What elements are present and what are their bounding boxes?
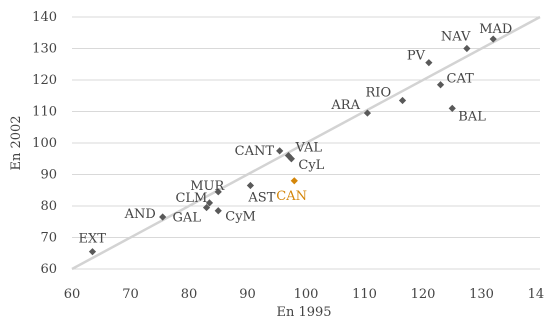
y-tick-label: 100 — [32, 136, 57, 151]
x-tick-label: 90 — [239, 287, 256, 302]
x-tick-label: 60 — [64, 287, 81, 302]
data-point-rio — [398, 96, 407, 105]
x-axis-title: En 1995 — [276, 305, 331, 320]
data-point-can — [290, 177, 298, 185]
tick-labels: 60 70 80 90 100 110 120 130 140 60 70 80 90 100 110 120… — [32, 10, 545, 302]
data-point-clm — [205, 199, 214, 207]
y-tick-label: 110 — [32, 105, 57, 120]
y-tick-label: 80 — [40, 199, 57, 214]
data-point-ext — [88, 248, 97, 256]
point-label-clm: CLM — [175, 191, 207, 206]
x-tick-label: 70 — [122, 287, 139, 302]
y-axis-title: En 2002 — [9, 115, 24, 170]
point-label-bal: BAL — [458, 109, 486, 124]
x-tick-label: 100 — [294, 287, 319, 302]
point-label-cat: CAT — [447, 72, 475, 87]
data-point-and — [159, 213, 167, 221]
x-tick-label: 140 — [528, 287, 545, 302]
y-tick-label: 140 — [32, 10, 57, 25]
point-label-mur: MUR — [190, 179, 225, 194]
point-label-cyl: CyL — [298, 158, 324, 173]
point-label-mad: MAD — [479, 22, 512, 37]
point-label-pv: PV — [407, 49, 426, 64]
x-tick-label: 110 — [352, 287, 377, 302]
data-point-ara — [363, 109, 372, 117]
x-tick-label: 120 — [411, 287, 436, 302]
data-point-nav — [463, 44, 471, 53]
point-label-and: AND — [124, 207, 156, 222]
data-point-gal — [202, 203, 211, 212]
y-tick-label: 70 — [40, 231, 57, 246]
y-tick-label: 120 — [32, 73, 57, 88]
reference-line-group — [71, 15, 541, 271]
data-point-mur — [214, 188, 222, 196]
point-label-cym: CyM — [225, 210, 256, 225]
point-label-val: VAL — [294, 141, 322, 156]
point-label-rio: RIO — [366, 85, 392, 100]
y-tick-label: 130 — [32, 42, 57, 57]
point-label-can: CAN — [276, 189, 307, 204]
point-label-ara: ARA — [330, 98, 360, 113]
y-tick-label: 90 — [40, 168, 57, 183]
point-label-ext: EXT — [78, 232, 106, 247]
reference-line — [71, 15, 541, 271]
point-label-gal: GAL — [173, 211, 202, 226]
data-point-cyl — [287, 155, 295, 163]
point-label-cant: CANT — [235, 144, 275, 159]
x-tick-label: 80 — [181, 287, 198, 302]
x-tick-label: 130 — [469, 287, 494, 302]
data-point-cym — [214, 207, 222, 215]
data-point-pv — [425, 59, 433, 67]
point-label-nav: NAV — [441, 30, 471, 45]
data-point-cat — [436, 81, 445, 89]
data-point-mad — [489, 35, 497, 43]
y-tick-label: 60 — [40, 262, 57, 277]
data-point-ast — [246, 181, 255, 190]
point-label-ast: AST — [247, 191, 275, 206]
data-point-bal — [448, 104, 456, 112]
data-point-cant — [276, 147, 284, 155]
data-points — [88, 35, 497, 256]
